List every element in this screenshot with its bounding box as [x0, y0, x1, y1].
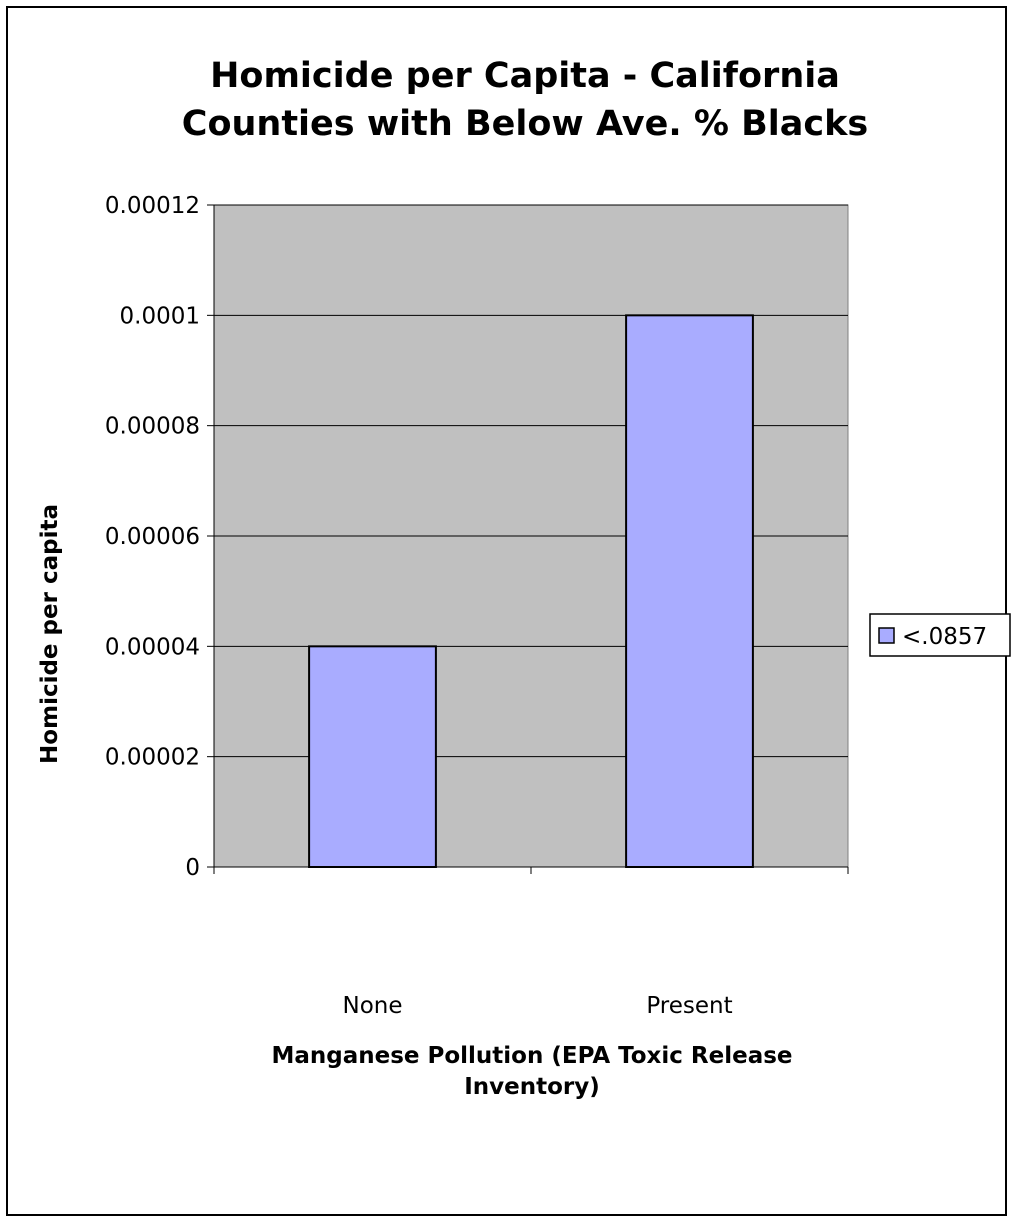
bar-none: [308, 645, 437, 868]
y-tick-label: 0.0001: [120, 303, 200, 329]
y-tick-label: 0.00002: [105, 745, 200, 771]
axes: [207, 204, 849, 874]
y-tick-label: 0.00006: [105, 524, 200, 550]
x-tick-label: Present: [646, 993, 732, 1019]
y-tick-label: 0: [185, 855, 200, 881]
x-axis-title-line-1: Manganese Pollution (EPA Toxic Release: [271, 1043, 792, 1069]
legend-label: <.0857: [902, 624, 987, 650]
legend: <.0857: [869, 613, 1011, 657]
bar-present: [625, 314, 754, 869]
x-axis-title-line-2: Inventory): [464, 1074, 600, 1100]
y-axis-title: Homicide per capita: [37, 504, 63, 764]
legend-swatch: [878, 627, 895, 644]
y-tick-label: 0.00008: [105, 414, 200, 440]
y-tick-label: 0.00012: [105, 193, 200, 219]
y-tick-labels: 0 0.00002 0.00004 0.00006 0.00008 0.0001 0.000…: [105, 193, 200, 881]
legend-box: [869, 613, 1011, 657]
bars: [308, 314, 754, 869]
y-tick-label: 0.00004: [105, 634, 200, 660]
chart-title-line-2: Counties with Below Ave. % Blacks: [182, 104, 868, 144]
chart-title-line-1: Homicide per Capita - California: [210, 56, 840, 96]
x-tick-labels: None Present: [342, 993, 732, 1019]
x-tick-label: None: [342, 993, 402, 1019]
